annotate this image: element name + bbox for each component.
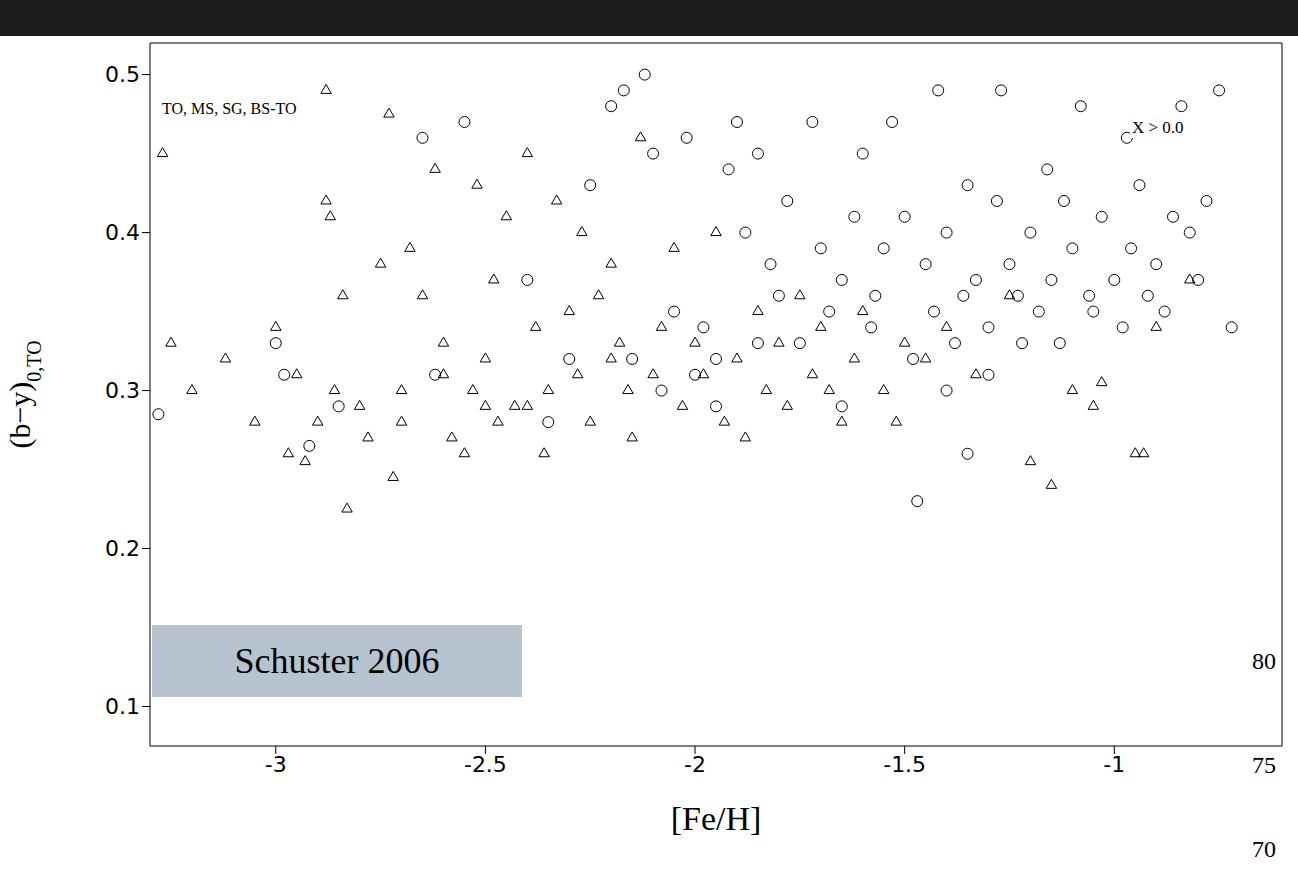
svg-text:0.1: 0.1 — [105, 694, 140, 719]
svg-text:0.3: 0.3 — [105, 378, 140, 403]
svg-text:-3: -3 — [265, 752, 287, 777]
svg-text:(b−y)0,TO: (b−y)0,TO — [3, 340, 45, 448]
html-text:70: 70 — [1252, 836, 1276, 862]
html-text:Schuster 2006: Schuster 2006 — [234, 641, 440, 681]
svg-text:0.5: 0.5 — [105, 62, 140, 87]
svg-text:-1.5: -1.5 — [883, 752, 926, 777]
html-text:80: 80 — [1252, 648, 1276, 674]
html-text:X > 0.0: X > 0.0 — [1132, 118, 1184, 137]
svg-text:-2.5: -2.5 — [464, 752, 507, 777]
svg-text:0.4: 0.4 — [105, 220, 140, 245]
svg-text:-2: -2 — [684, 752, 706, 777]
html-text:75: 75 — [1252, 752, 1276, 778]
html-text:TO, MS, SG, BS-TO: TO, MS, SG, BS-TO — [162, 100, 297, 117]
svg-text:0.2: 0.2 — [105, 536, 140, 561]
svg-text:-1: -1 — [1103, 752, 1125, 777]
svg-text:[Fe/H]: [Fe/H] — [671, 800, 762, 837]
